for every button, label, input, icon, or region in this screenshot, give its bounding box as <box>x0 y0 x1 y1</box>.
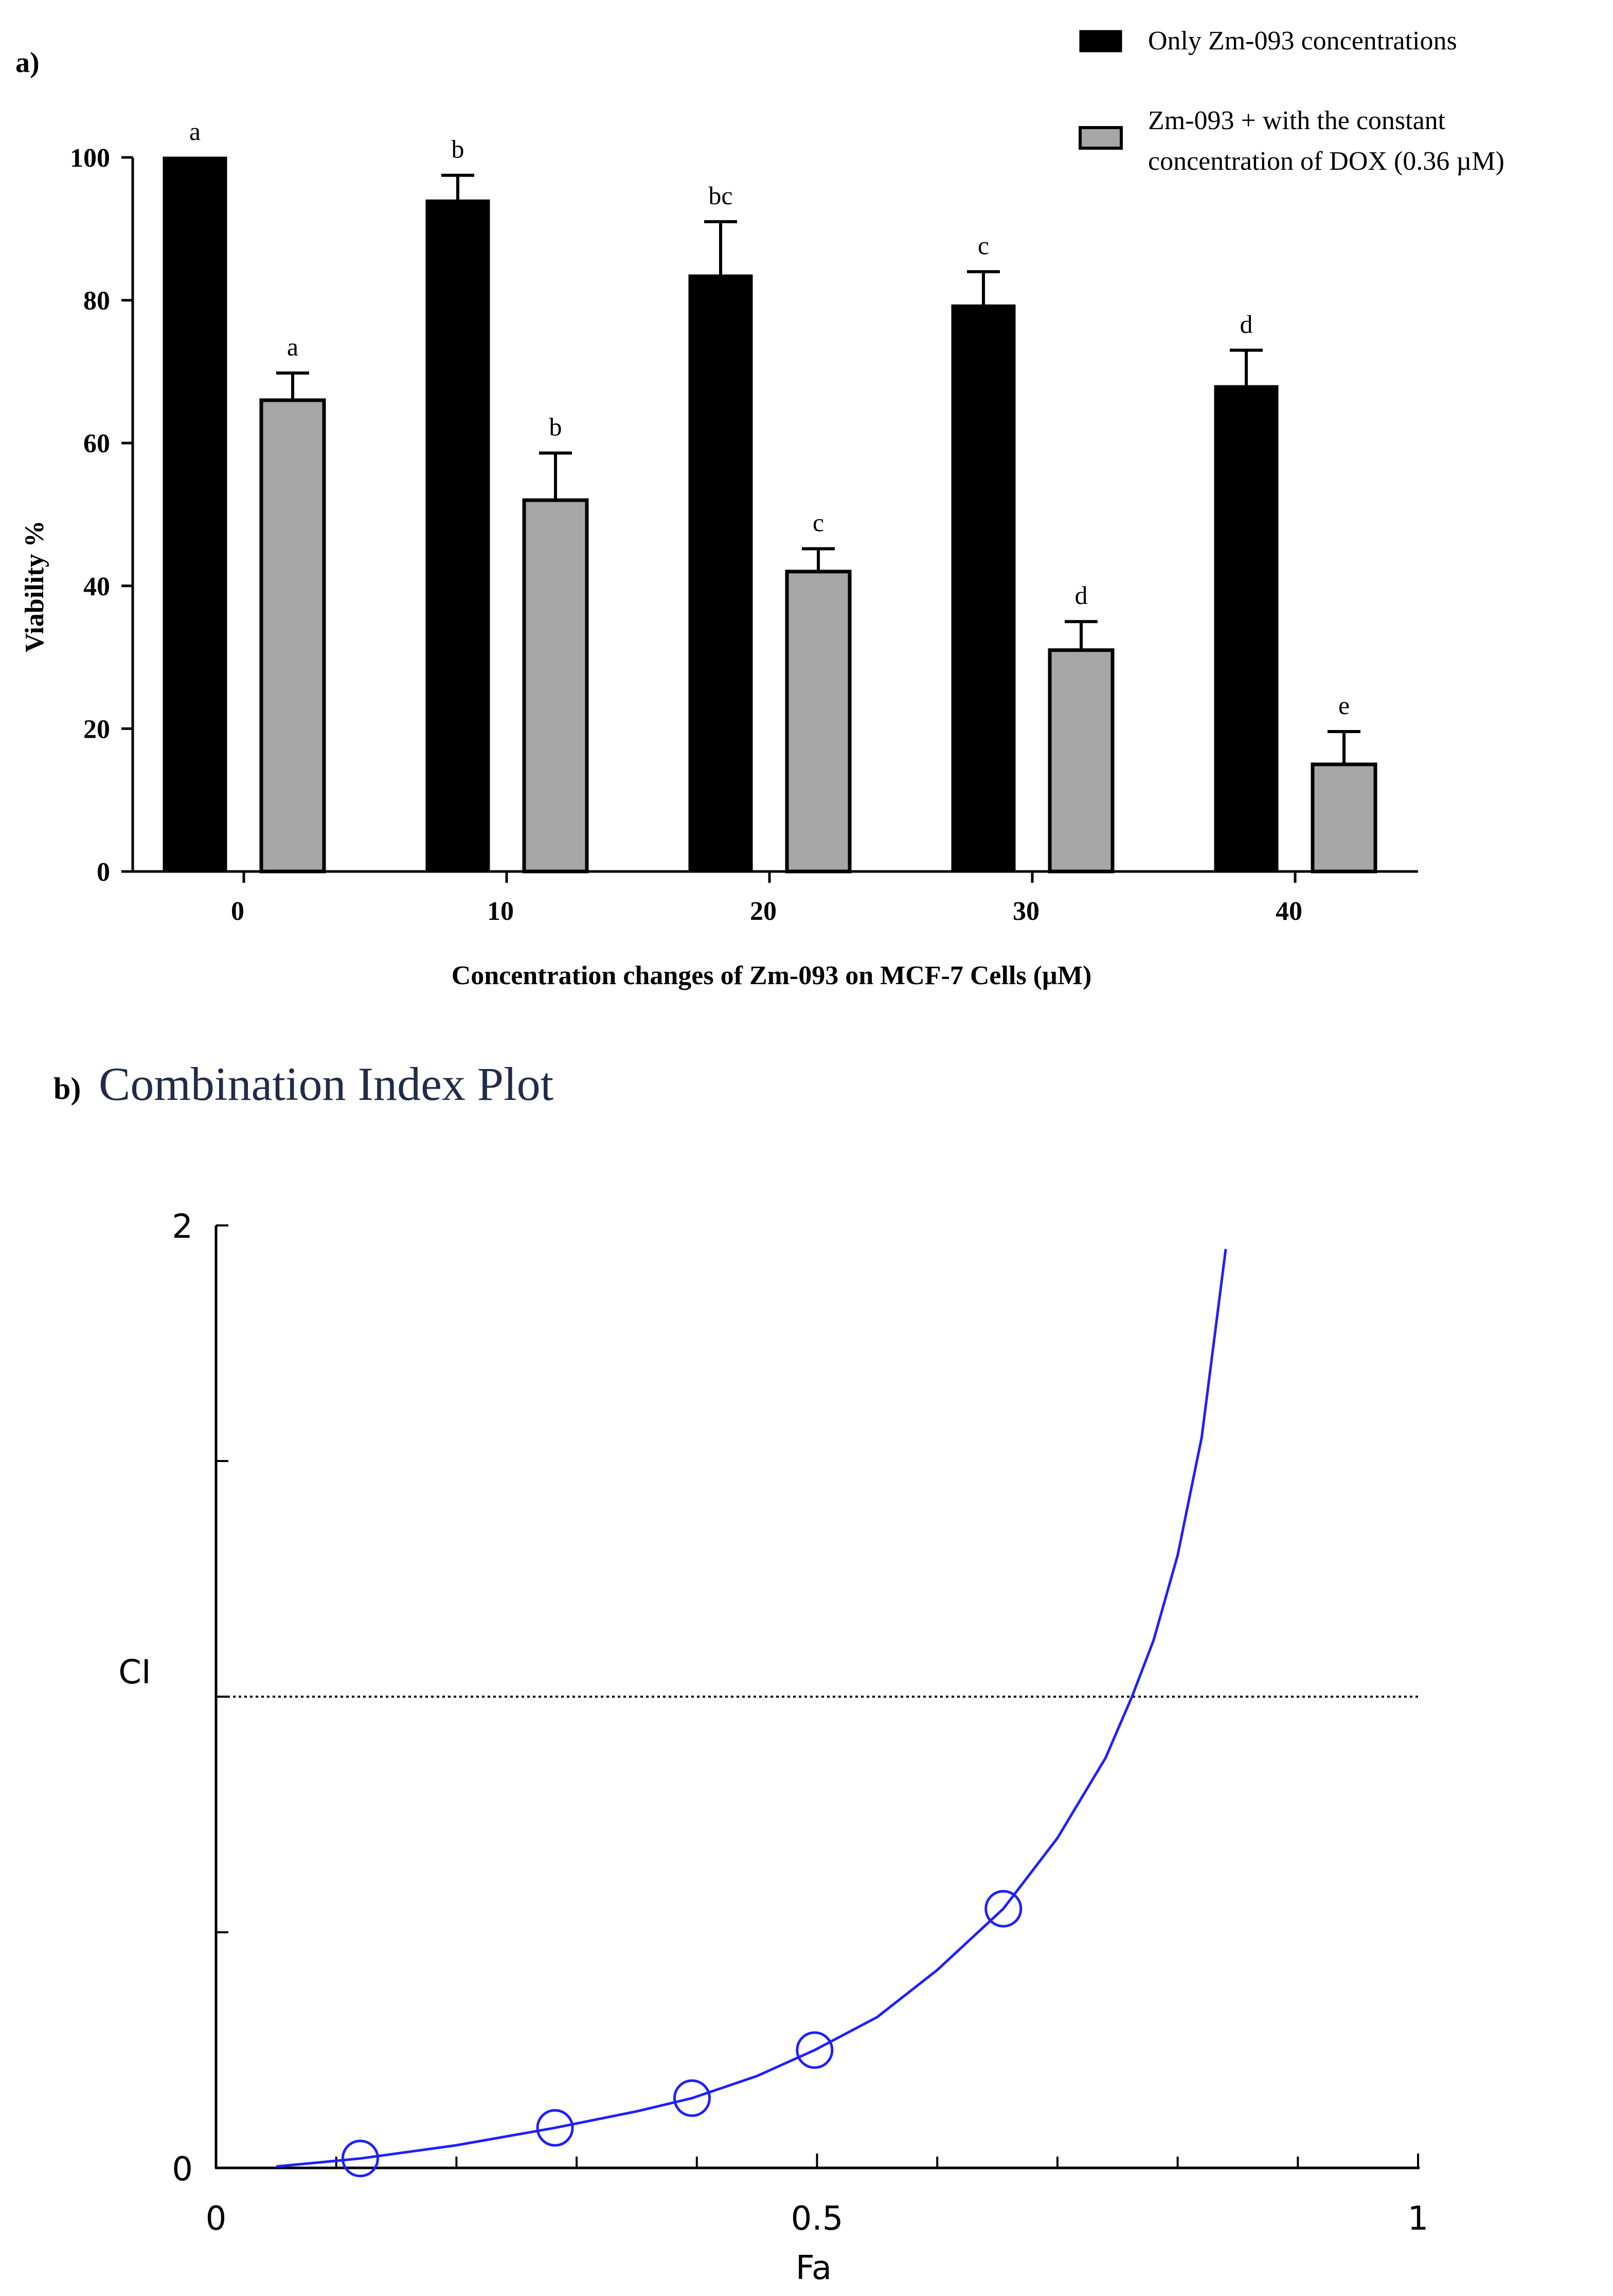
significance-letter: d <box>1075 581 1088 610</box>
x-tick-label: 30 <box>1013 897 1040 926</box>
panel-b-title: Combination Index Plot <box>99 1058 554 1110</box>
bar-only-zm093 <box>1214 385 1279 873</box>
significance-letter: c <box>978 231 989 260</box>
bar-zm093-dox <box>522 498 589 874</box>
bar-zm093-dox <box>1048 648 1115 874</box>
significance-letter: a <box>189 117 201 146</box>
significance-letter: d <box>1240 310 1253 339</box>
significance-letter: b <box>549 413 562 441</box>
x-tick-label: 40 <box>1276 897 1302 926</box>
x-tick-label: 0.5 <box>791 2200 844 2238</box>
x-tick-label: 0 <box>206 2200 227 2238</box>
legend-label-only: Only Zm-093 concentrations <box>1148 26 1457 56</box>
significance-letter: bc <box>708 181 732 210</box>
x-tick-label: 0 <box>231 897 244 926</box>
panel-b-x-axis-label: Fa <box>796 2249 832 2287</box>
panel-a-bars: a a b b bc c c d d e <box>163 117 1377 874</box>
panel-b-ticks: 0 0.5 1 0 2 <box>172 1208 1428 2238</box>
y-tick-label: 60 <box>83 429 110 458</box>
legend-label-combo-line2: concentration of DOX (0.36 µM) <box>1148 147 1504 176</box>
panel-a-plot: 0 20 40 60 80 100 0 10 20 30 40 a a b b bc c c d d e <box>70 117 1418 926</box>
significance-letter: b <box>452 135 464 164</box>
panel-b-points <box>341 1890 1023 2178</box>
bar-zm093-dox <box>1311 762 1377 874</box>
y-tick-label: 80 <box>83 287 110 316</box>
legend-swatch-only <box>1079 30 1122 52</box>
bar-only-zm093 <box>163 156 227 873</box>
bar-only-zm093 <box>951 304 1016 873</box>
panel-b-label: b) <box>53 1072 81 1106</box>
ci-data-point <box>984 1890 1023 1928</box>
bar-zm093-dox <box>785 569 852 874</box>
panel-a-x-axis-label: Concentration changes of Zm-093 on MCF-7… <box>452 961 1092 990</box>
panel-a-label: a) <box>15 47 40 79</box>
x-tick-label: 1 <box>1408 2200 1429 2238</box>
y-tick-label: 100 <box>70 144 110 173</box>
ci-data-point <box>673 2079 711 2117</box>
x-tick-label: 20 <box>750 897 777 926</box>
x-tick-label: 10 <box>487 897 514 926</box>
bar-zm093-dox <box>259 398 326 874</box>
ci-data-point <box>341 2140 379 2178</box>
significance-letter: c <box>813 508 824 537</box>
y-tick-label: 0 <box>172 2150 193 2188</box>
panel-a-x-ticks: 0 10 20 30 40 <box>231 871 1302 926</box>
y-tick-label: 2 <box>172 1208 193 1246</box>
panel-b-y-axis-label: CI <box>118 1653 151 1692</box>
panel-b-ci-curve <box>276 1249 1227 2168</box>
panel-a-y-ticks: 0 20 40 60 80 100 <box>70 144 133 887</box>
legend-swatch-combo <box>1079 126 1123 150</box>
y-tick-label: 20 <box>83 715 110 744</box>
panel-a-legend: Only Zm-093 concentrations Zm-093 + with… <box>1079 26 1504 176</box>
bar-only-zm093 <box>425 199 490 873</box>
significance-letter: e <box>1338 691 1350 720</box>
ci-data-point <box>796 2031 834 2069</box>
y-tick-label: 40 <box>83 572 110 601</box>
panel-b-plot: 0 0.5 1 0 2 <box>172 1208 1428 2238</box>
panel-a-y-axis-label: Viability % <box>20 521 49 653</box>
bar-only-zm093 <box>688 274 753 873</box>
legend-label-combo-line1: Zm-093 + with the constant <box>1148 106 1446 135</box>
y-tick-label: 0 <box>97 858 110 887</box>
significance-letter: a <box>287 332 298 361</box>
ci-data-point <box>536 2109 574 2147</box>
